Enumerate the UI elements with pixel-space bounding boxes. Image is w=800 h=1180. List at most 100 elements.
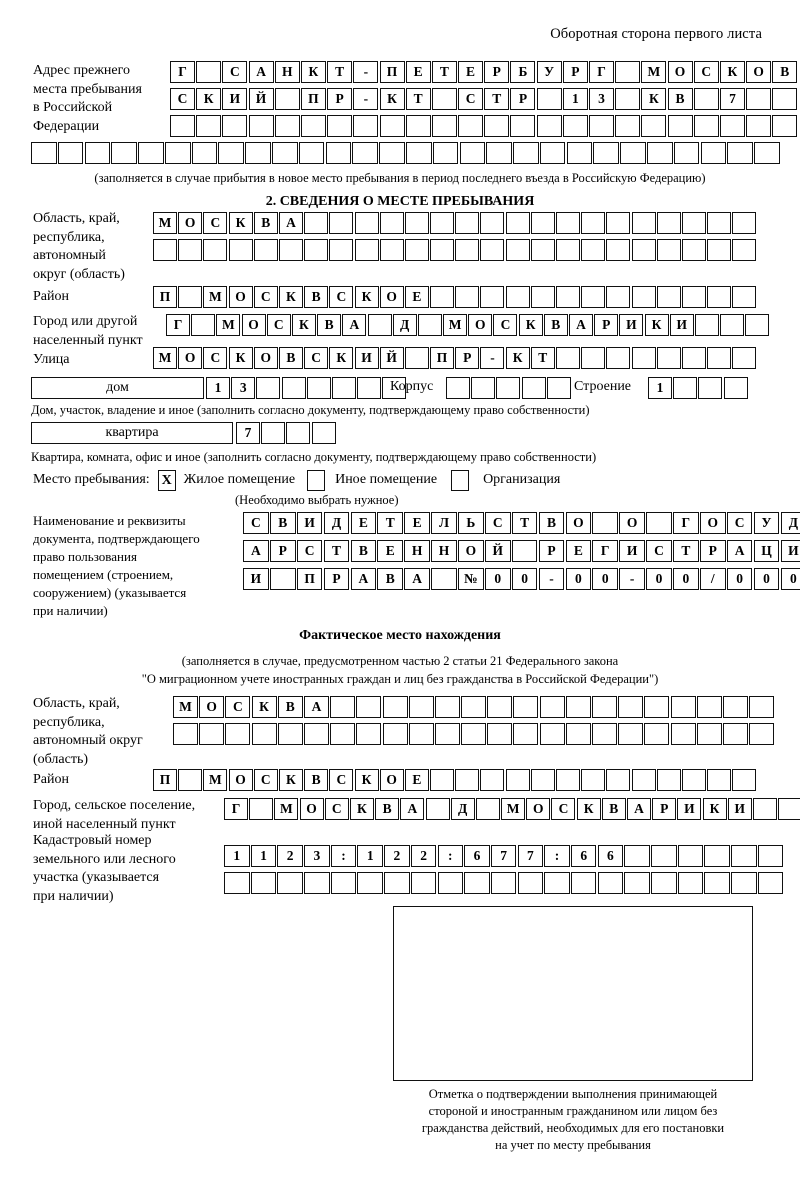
char-cell[interactable]	[513, 723, 539, 745]
char-cell[interactable]	[707, 239, 732, 261]
char-cell[interactable]: Е	[565, 540, 592, 562]
char-cell[interactable]	[644, 723, 670, 745]
char-cell[interactable]: Д	[780, 512, 800, 534]
char-cell[interactable]	[306, 377, 331, 399]
char-cell[interactable]: У	[753, 512, 780, 534]
char-cell[interactable]: В	[667, 88, 693, 110]
char-cell[interactable]: О	[746, 61, 772, 83]
char-cell[interactable]	[356, 696, 382, 718]
char-cell[interactable]	[656, 286, 681, 308]
char-cell[interactable]: А	[243, 540, 269, 562]
char-cell[interactable]: С	[243, 512, 269, 534]
char-cell[interactable]	[138, 142, 164, 164]
char-cell[interactable]: А	[404, 568, 430, 590]
char-cell[interactable]	[329, 212, 354, 234]
char-cell[interactable]: Г	[673, 512, 699, 534]
char-cell[interactable]	[430, 239, 455, 261]
char-cell[interactable]: 6	[570, 845, 597, 867]
char-cell[interactable]	[455, 769, 480, 791]
char-cell[interactable]	[772, 115, 798, 137]
char-cell[interactable]: О	[379, 286, 404, 308]
cadastral-row-2[interactable]	[224, 872, 784, 894]
char-cell[interactable]: Р	[269, 540, 296, 562]
char-cell[interactable]: Т	[431, 61, 457, 83]
char-cell[interactable]	[732, 769, 757, 791]
char-cell[interactable]	[405, 115, 431, 137]
char-cell[interactable]	[228, 239, 253, 261]
char-cell[interactable]	[196, 115, 222, 137]
char-cell[interactable]	[778, 798, 800, 820]
char-cell[interactable]: О	[228, 286, 253, 308]
char-cell[interactable]: 3	[589, 88, 614, 110]
char-cell[interactable]	[656, 239, 681, 261]
char-cell[interactable]	[677, 845, 704, 867]
char-cell[interactable]: 1	[250, 845, 277, 867]
char-cell[interactable]: И	[354, 347, 379, 369]
char-cell[interactable]	[382, 696, 408, 718]
char-cell[interactable]	[461, 696, 487, 718]
char-cell[interactable]	[731, 872, 757, 894]
char-cell[interactable]: О	[253, 347, 278, 369]
char-cell[interactable]	[581, 212, 606, 234]
char-cell[interactable]	[224, 872, 250, 894]
char-cell[interactable]: 6	[464, 845, 490, 867]
char-cell[interactable]	[651, 845, 677, 867]
char-cell[interactable]: О	[667, 61, 693, 83]
char-cell[interactable]	[700, 142, 727, 164]
char-cell[interactable]	[303, 723, 329, 745]
char-cell[interactable]: М	[216, 314, 241, 336]
char-cell[interactable]	[731, 845, 757, 867]
korpus-cells[interactable]	[446, 377, 572, 399]
char-cell[interactable]	[704, 872, 730, 894]
char-cell[interactable]	[471, 377, 496, 399]
char-cell[interactable]: И	[243, 568, 269, 590]
char-cell[interactable]: К	[228, 347, 253, 369]
char-cell[interactable]	[707, 212, 732, 234]
char-cell[interactable]	[707, 347, 732, 369]
char-cell[interactable]: Р	[538, 540, 565, 562]
char-cell[interactable]: Е	[404, 769, 429, 791]
char-cell[interactable]	[356, 723, 382, 745]
char-cell[interactable]	[496, 377, 521, 399]
char-cell[interactable]	[539, 696, 565, 718]
prev-address-row-4[interactable]	[31, 142, 781, 164]
char-cell[interactable]	[556, 239, 580, 261]
char-cell[interactable]: В	[601, 798, 626, 820]
char-cell[interactable]	[694, 314, 719, 336]
checkbox-inoe[interactable]	[307, 470, 326, 491]
char-cell[interactable]	[530, 212, 555, 234]
char-cell[interactable]: С	[253, 769, 278, 791]
char-cell[interactable]: Р	[327, 88, 353, 110]
char-cell[interactable]	[631, 347, 656, 369]
char-cell[interactable]: Т	[673, 540, 699, 562]
char-cell[interactable]	[757, 872, 784, 894]
char-cell[interactable]	[581, 769, 606, 791]
char-cell[interactable]: Т	[530, 347, 555, 369]
char-cell[interactable]	[487, 723, 513, 745]
char-cell[interactable]: И	[619, 540, 645, 562]
char-cell[interactable]	[673, 377, 698, 399]
char-cell[interactable]: И	[677, 798, 702, 820]
char-cell[interactable]: О	[699, 512, 726, 534]
char-cell[interactable]	[178, 286, 203, 308]
char-cell[interactable]: 1	[357, 845, 383, 867]
char-cell[interactable]	[589, 115, 614, 137]
char-cell[interactable]: :	[544, 845, 570, 867]
char-cell[interactable]: Т	[484, 88, 510, 110]
char-cell[interactable]	[656, 769, 681, 791]
char-cell[interactable]: К	[291, 314, 316, 336]
char-cell[interactable]: -	[353, 61, 379, 83]
char-cell[interactable]: М	[501, 798, 526, 820]
char-cell[interactable]	[277, 723, 303, 745]
char-cell[interactable]: 0	[565, 568, 592, 590]
char-cell[interactable]: Р	[652, 798, 677, 820]
char-cell[interactable]: И	[780, 540, 800, 562]
char-cell[interactable]	[667, 115, 693, 137]
char-cell[interactable]	[330, 723, 356, 745]
char-cell[interactable]	[624, 872, 650, 894]
char-cell[interactable]	[432, 142, 459, 164]
char-cell[interactable]	[597, 872, 624, 894]
